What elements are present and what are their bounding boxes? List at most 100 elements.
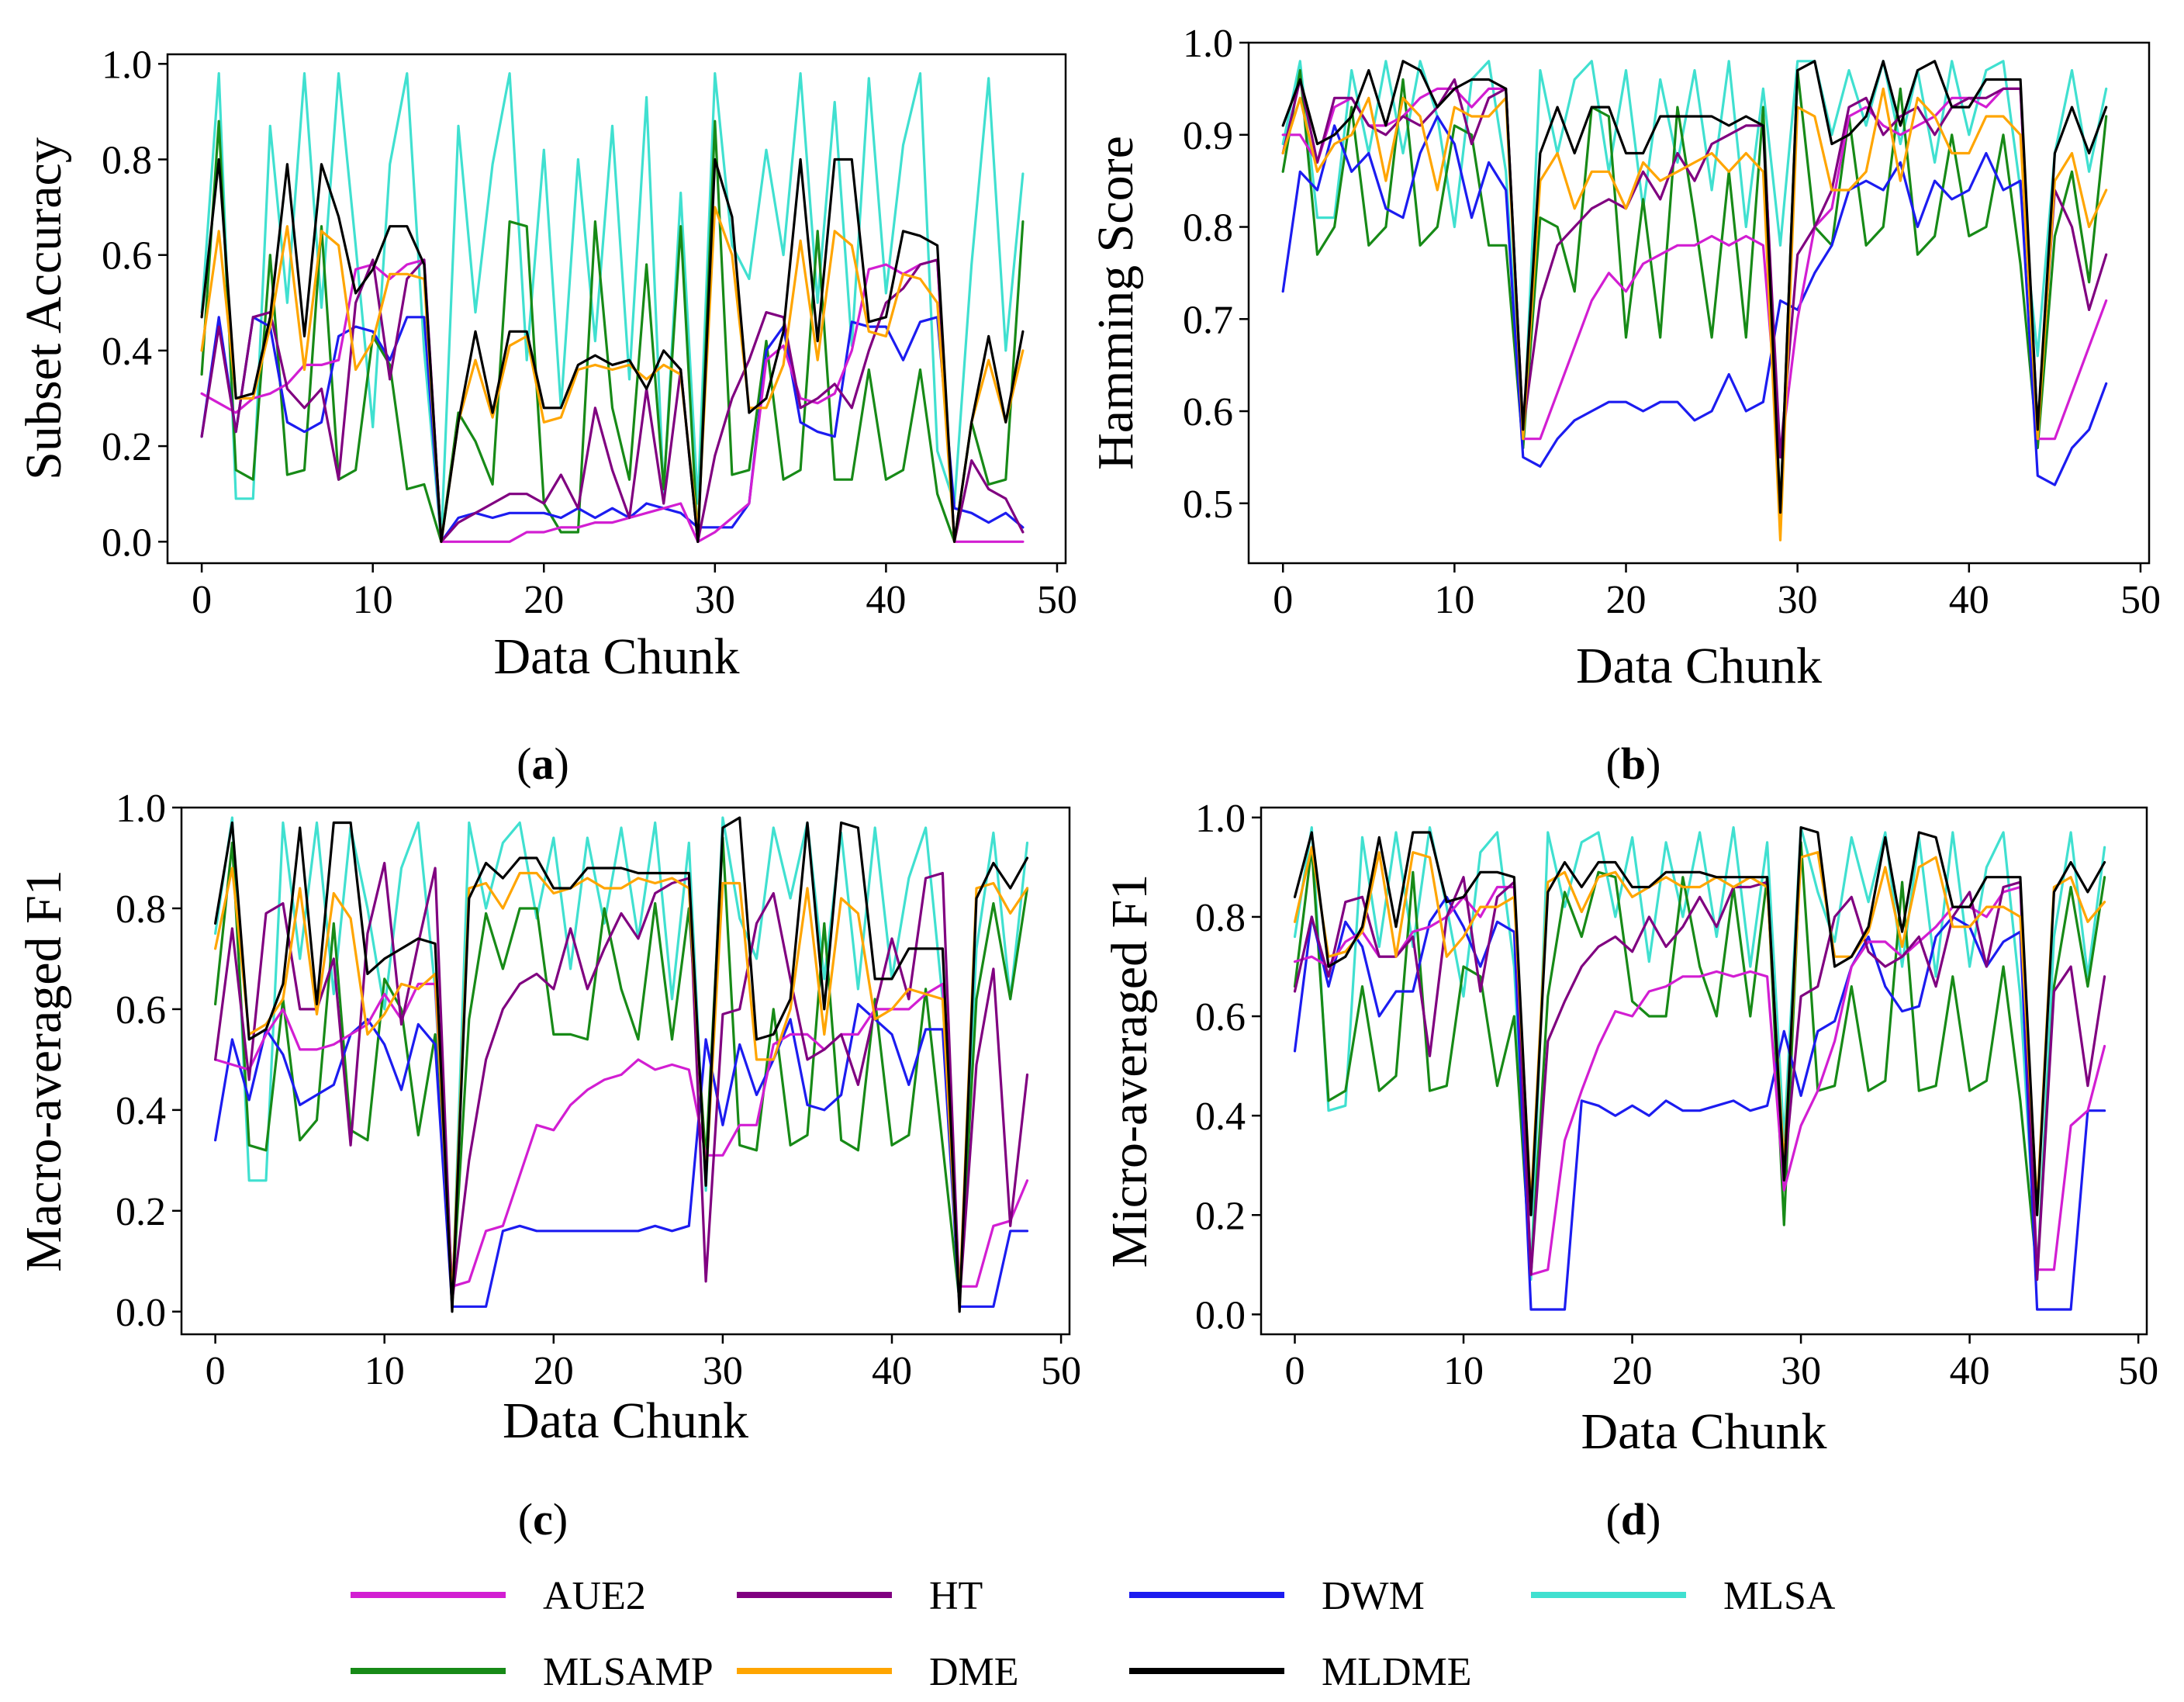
panel-b-x-tick-label: 0	[1273, 578, 1293, 622]
panel-c-x-tick-label: 10	[365, 1349, 405, 1393]
panel-c-x-axis-label: Data Chunk	[503, 1392, 748, 1449]
panel-b-y-axis-label: Hamming Score	[1087, 136, 1144, 470]
panel-b-y-tick-label: 1.0	[1183, 22, 1233, 66]
panel-b-y-tick-label: 0.9	[1183, 114, 1233, 158]
panel-b-x-tick-label: 30	[1778, 578, 1818, 622]
panel-a-x-tick-label: 0	[192, 578, 212, 622]
panel-d-x-tick-label: 10	[1443, 1349, 1484, 1393]
panel-c-caption: (c)	[518, 1494, 568, 1545]
panel-d-x-tick-label: 0	[1285, 1349, 1305, 1393]
panel-d-caption: (d)	[1606, 1494, 1661, 1545]
panel-d-x-axis-label: Data Chunk	[1581, 1403, 1826, 1460]
panel-d-series-mlsamp	[1293, 841, 2106, 1276]
panel-d-y-tick-label: 0.8	[1195, 896, 1246, 940]
panel-a-y-axis-label: Subset Accuracy	[16, 137, 72, 480]
panel-d-y-tick-label: 0.0	[1195, 1293, 1246, 1337]
panel-b-series-aue2	[1281, 87, 2108, 459]
panel-d-y-tick-label: 1.0	[1195, 797, 1246, 841]
panel-a-y-tick-label: 0.0	[102, 521, 152, 565]
legend-label-mlsa: MLSA	[1723, 1574, 1836, 1618]
legend-label-dme: DME	[929, 1650, 1019, 1694]
panel-a-x-tick-label: 40	[866, 578, 906, 622]
panel-a-y-tick-label: 0.2	[102, 425, 152, 469]
panel-b-y-tick-label: 0.6	[1183, 390, 1233, 434]
panel-a-y-tick-label: 0.4	[102, 330, 152, 374]
panel-c-series-ht	[214, 861, 1029, 1303]
panel-a-caption: (a)	[517, 739, 569, 789]
legend-label-mlsamp: MLSAMP	[543, 1650, 714, 1694]
panel-d-x-tick-label: 30	[1781, 1349, 1821, 1393]
panel-b-x-tick-label: 20	[1606, 578, 1647, 622]
panel-d-y-tick-label: 0.6	[1195, 995, 1246, 1040]
panel-b-series-mlsamp	[1281, 68, 2108, 514]
panel-d-series-mldme	[1293, 825, 2106, 1216]
panel-c-series-mldme	[214, 816, 1029, 1313]
panel-d-series-aue2	[1293, 885, 2106, 1276]
legend-label-mldme: MLDME	[1322, 1650, 1472, 1694]
panel-d-x-tick-label: 40	[1950, 1349, 1990, 1393]
panel-b-y-tick-label: 0.7	[1183, 298, 1233, 342]
legend-label-dwm: DWM	[1322, 1574, 1425, 1618]
panel-a-y-tick-label: 0.6	[102, 234, 152, 278]
panel-a-series-aue2	[200, 258, 1025, 543]
legend-label-aue2: AUE2	[543, 1574, 646, 1618]
panel-a-x-tick-label: 50	[1037, 578, 1077, 622]
panel-c-y-tick-label: 0.4	[116, 1089, 166, 1133]
panel-b-series-dwm	[1281, 115, 2108, 486]
panel-a-series-dwm	[200, 316, 1025, 543]
panel-d-x-tick-label: 50	[2118, 1349, 2158, 1393]
panel-d-plot-frame	[1260, 806, 2148, 1336]
panel-c-y-tick-label: 0.0	[116, 1291, 166, 1335]
panel-a-series-mlsa	[200, 71, 1025, 543]
panel-b-y-tick-label: 0.8	[1183, 206, 1233, 251]
panel-b-series-mlsa	[1281, 60, 2108, 450]
panel-d-micro-f1: 0 10 20 30 40 50 0.0 0.2 0.4 0.6 0.8 1.0 Data Chunk…	[1101, 797, 2158, 1545]
panel-c-x-tick-label: 50	[1041, 1349, 1081, 1393]
panel-c-macro-f1: 0 10 20 30 40 50 0.0 0.2 0.4 0.6 0.8 1.0 Data Chunk…	[16, 787, 1081, 1545]
panel-a-series-ht	[200, 258, 1025, 543]
panel-a-plot-frame	[166, 53, 1067, 565]
panel-d-y-tick-label: 0.2	[1195, 1194, 1246, 1238]
panel-d-y-axis-label: Micro-averaged F1	[1101, 874, 1158, 1268]
panel-d-y-tick-label: 0.4	[1195, 1095, 1246, 1139]
panel-d-series-ht	[1293, 876, 2106, 1282]
legend: AUE2 HT DWM MLSA MLSAMP DME MLDME	[351, 1574, 1836, 1694]
panel-c-y-tick-label: 1.0	[116, 787, 166, 831]
panel-a-series-dme	[200, 206, 1025, 543]
panel-a-y-tick-label: 1.0	[102, 43, 152, 87]
panel-b-x-axis-label: Data Chunk	[1576, 638, 1822, 694]
panel-b-series-mldme	[1281, 60, 2108, 514]
panel-c-plot-frame	[180, 806, 1071, 1336]
panel-b-hamming-score: 0 10 20 30 40 50 0.5 0.6 0.7 0.8 0.9 1.0 Data Chunk…	[1087, 22, 2161, 789]
panel-c-x-tick-label: 20	[534, 1349, 574, 1393]
panel-c-x-tick-label: 40	[872, 1349, 912, 1393]
legend-label-ht: HT	[929, 1574, 983, 1618]
panel-c-series-aue2	[214, 982, 1029, 1288]
panel-a-x-tick-label: 30	[695, 578, 735, 622]
panel-b-series-ht	[1281, 78, 2108, 459]
panel-a-x-axis-label: Data Chunk	[493, 628, 739, 685]
panel-c-y-axis-label: Macro-averaged F1	[16, 870, 72, 1272]
panel-d-series-mlsa	[1293, 825, 2106, 1282]
panel-b-x-tick-label: 50	[2120, 578, 2161, 622]
panel-b-y-tick-label: 0.5	[1183, 483, 1233, 527]
panel-b-x-tick-label: 10	[1434, 578, 1474, 622]
panel-c-x-tick-label: 0	[206, 1349, 226, 1393]
panel-b-series-dme	[1281, 87, 2108, 541]
panel-d-series-dme	[1293, 846, 2106, 1207]
panel-a-subset-accuracy: 0 10 20 30 40 50 0.0 0.2 0.4 0.6 0.8 1.0 Data Chunk…	[16, 43, 1077, 789]
panel-a-x-tick-label: 10	[353, 578, 393, 622]
panel-a-series-mldme	[200, 157, 1025, 543]
panel-a-x-tick-label: 20	[524, 578, 564, 622]
panel-b-plot-frame	[1247, 41, 2151, 565]
panel-c-y-tick-label: 0.8	[116, 887, 166, 932]
panel-c-series-mlsa	[214, 816, 1029, 1308]
panel-c-series-dwm	[214, 1002, 1029, 1308]
panel-c-series-dme	[214, 867, 1029, 1303]
panel-a-y-tick-label: 0.8	[102, 139, 152, 183]
panel-c-y-tick-label: 0.2	[116, 1190, 166, 1234]
panel-b-caption: (b)	[1606, 739, 1661, 789]
panel-b-x-tick-label: 40	[1949, 578, 1989, 622]
panel-c-y-tick-label: 0.6	[116, 988, 166, 1033]
